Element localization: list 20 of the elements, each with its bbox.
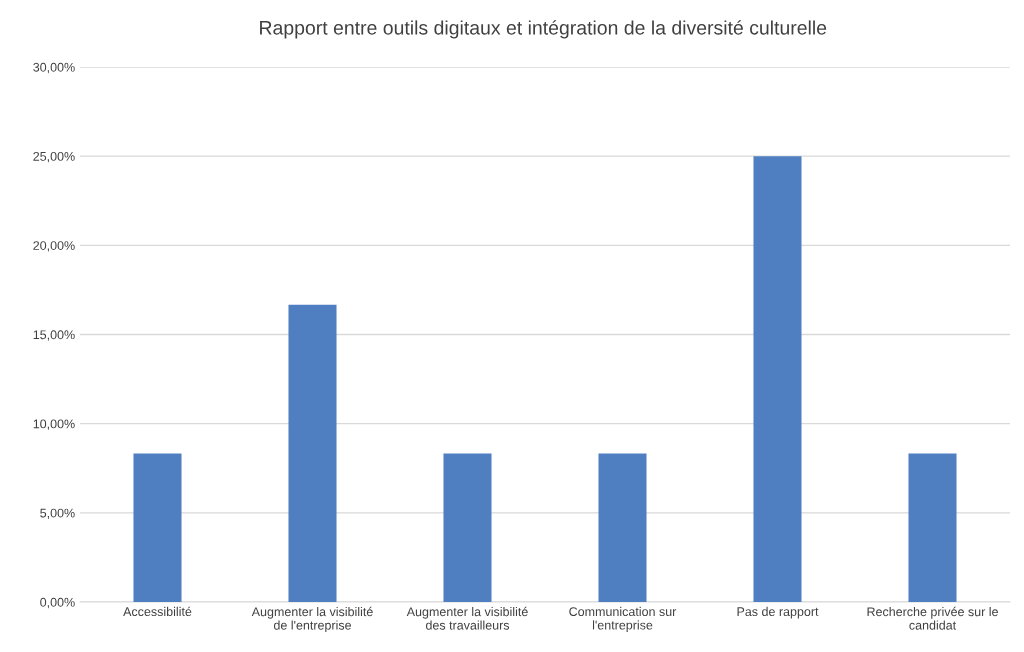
x-tick-label: Augmenter la visibilité des travailleurs — [406, 606, 528, 630]
y-tick-label: 15,00% — [33, 330, 75, 341]
bar — [133, 453, 182, 602]
y-tick-label: 25,00% — [33, 151, 75, 163]
y-tick-label: 20,00% — [33, 241, 75, 252]
chart-title: Rapport entre outils digitaux et intégration de la diversité culturelle — [260, 20, 827, 39]
bar — [598, 453, 647, 602]
y-tick-label: 0,00% — [40, 597, 75, 609]
x-tick-label: Communication sur l'entreprise — [569, 606, 677, 632]
y-tick-label: 5,00% — [40, 508, 75, 519]
x-tick-label: Recherche privée sur le candidat — [867, 606, 998, 630]
x-tick-label: Accessibilité — [123, 606, 192, 617]
bar — [288, 304, 337, 602]
bar — [443, 453, 492, 602]
x-tick-label: Augmenter la visibilité de l'entreprise — [251, 606, 373, 633]
y-tick-label: 30,00% — [33, 62, 75, 74]
bar — [753, 156, 802, 602]
bar — [908, 453, 957, 602]
x-tick-label: Pas de rapport — [737, 606, 819, 619]
y-tick-label: 10,00% — [33, 419, 75, 430]
